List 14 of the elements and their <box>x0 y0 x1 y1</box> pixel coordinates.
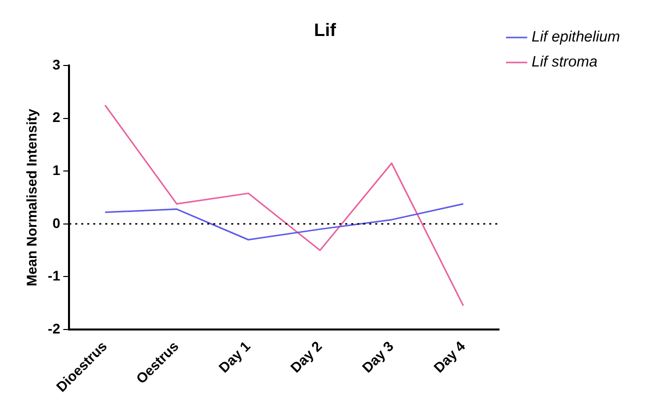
x-tick-label: Day 2 <box>287 338 326 376</box>
x-tick-label: Day 1 <box>215 338 254 376</box>
legend-label: Lif epithelium <box>532 28 620 46</box>
y-tick-label: -1 <box>48 268 60 284</box>
y-tick-label: 1 <box>52 162 60 178</box>
y-tick-label: -2 <box>48 320 60 336</box>
x-tick-label: Day 3 <box>358 338 397 376</box>
y-axis-title: Mean Normalised Intensity <box>23 108 40 286</box>
legend-label: Lif stroma <box>532 54 598 71</box>
y-tick-label: 3 <box>52 56 60 72</box>
y-tick-label: 0 <box>52 214 60 231</box>
y-tick-label: 2 <box>52 109 60 126</box>
chart-title: Lif <box>314 20 337 40</box>
x-tick-label: Day 4 <box>430 338 468 376</box>
